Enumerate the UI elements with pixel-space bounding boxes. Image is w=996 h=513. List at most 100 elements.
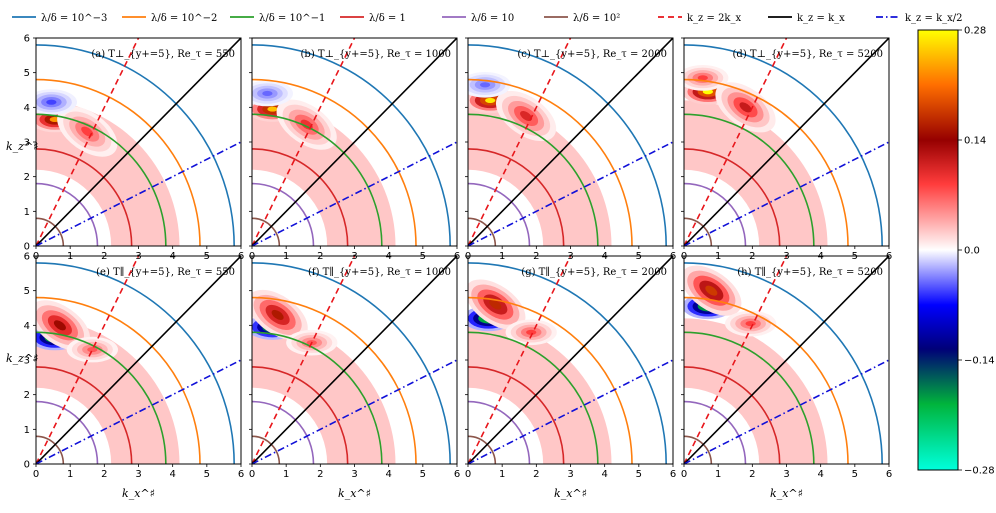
x-tick-label: 6 — [238, 469, 244, 480]
x-tick-label: 2 — [317, 469, 323, 480]
ray-7 — [252, 256, 457, 464]
ray-8 — [468, 141, 673, 246]
y-tick-label: 4 — [24, 321, 30, 332]
x-tick-label: 3 — [567, 469, 573, 480]
legend-label-1: λ/δ = 10^−2 — [151, 13, 217, 24]
contour-blob-2-4 — [262, 90, 273, 97]
x-tick-label: 0 — [465, 469, 471, 480]
ray-7 — [36, 256, 241, 464]
panel-h: 0 1 2 3 4 5 6 k_x^♯ (h) T∥_{y+=5}, Re_τ = 5200 — [681, 255, 892, 500]
y-tick-label: 1 — [24, 207, 30, 218]
panel-plot-area — [684, 256, 889, 464]
legend-label-0: λ/δ = 10^−3 — [41, 13, 107, 24]
contour-blob-1-4 — [739, 102, 752, 113]
legend-label-5: λ/δ = 10² — [573, 13, 620, 24]
x-tick-label: 6 — [670, 469, 676, 480]
x-tick-label: 3 — [783, 469, 789, 480]
y-tick-label: 3 — [24, 138, 30, 149]
x-tick-label: 3 — [135, 469, 141, 480]
panel-plot-area — [468, 256, 673, 464]
contour-blob-2-4 — [46, 99, 57, 105]
contour-blob-0-4 — [485, 97, 496, 103]
x-axis-label: k_x^♯ — [338, 487, 371, 500]
panel-plot-area — [468, 38, 673, 246]
panel-plot-area — [684, 38, 889, 246]
colorbar: 0.28 0.14 0.0 −0.14 −0.28 — [917, 26, 995, 477]
x-tick-label: 3 — [351, 469, 357, 480]
panel-e: 00 1 1 2 2 3 3 4 4 5 5 6 6 k_x^♯ (e) T∥_{y+=5}, Re_τ =… — [24, 252, 245, 501]
ray-6 — [36, 256, 140, 464]
contour-blob-2-4 — [745, 321, 756, 327]
contour-blob-2-4 — [479, 82, 491, 88]
ray-8 — [684, 141, 889, 246]
ray-6 — [252, 38, 356, 246]
x-tick-label: 4 — [817, 469, 823, 480]
x-tick-label: 1 — [499, 469, 505, 480]
panel-label: (c) T⊥_{y+=5}, Re_τ = 2000 — [517, 49, 667, 60]
y-tick-label: 2 — [24, 172, 30, 183]
x-tick-label: 6 — [454, 469, 460, 480]
x-tick-label: 6 — [886, 469, 892, 480]
x-tick-label: 5 — [636, 469, 642, 480]
colorbar-bar — [917, 29, 959, 471]
legend: λ/δ = 10^−3 λ/δ = 10^−2 λ/δ = 10^−1 λ/δ = 1… — [12, 13, 963, 24]
contour-blob-0-4 — [267, 106, 278, 112]
x-tick-label: 4 — [169, 469, 175, 480]
panel-label: (b) T⊥_{y+=5}, Re_τ = 1000 — [301, 49, 451, 60]
ray-8 — [252, 141, 457, 246]
legend-label-4: λ/δ = 10 — [471, 13, 514, 24]
ray-8 — [468, 359, 673, 464]
ray-6 — [252, 256, 356, 464]
panel-plot-area — [36, 38, 241, 246]
legend-label-7: k_z = k_x — [797, 13, 845, 24]
y-tick-label: 5 — [24, 68, 30, 79]
contour-blob-2-4 — [526, 329, 537, 335]
y-axis-label-bottom: k_z^♯ — [6, 352, 39, 365]
contour-blob-1-4 — [271, 309, 284, 320]
ray-6 — [36, 38, 140, 246]
x-tick-label: 2 — [533, 469, 539, 480]
colorbar-tick-label: −0.28 — [964, 466, 995, 477]
panel-plot-area — [252, 38, 457, 246]
contour-blob-2-4 — [87, 347, 98, 353]
contour-blob-1-4 — [520, 110, 533, 122]
x-axis-label: k_x^♯ — [554, 487, 587, 500]
colorbar-tick-label: 0.14 — [964, 136, 986, 147]
panel-plot-area — [252, 256, 457, 464]
x-tick-label: 5 — [852, 469, 858, 480]
ray-6 — [684, 38, 788, 246]
ray-6 — [684, 256, 788, 464]
x-axis-label: k_x^♯ — [122, 487, 155, 500]
ray-6 — [468, 256, 572, 464]
ray-7 — [468, 256, 673, 464]
contour-blob-1-4 — [705, 285, 718, 296]
legend-label-2: λ/δ = 10^−1 — [259, 13, 325, 24]
y-tick-label: 3 — [24, 356, 30, 367]
panel-label: (d) T⊥_{y+=5}, Re_τ = 5200 — [733, 49, 883, 60]
x-tick-label: 4 — [385, 469, 391, 480]
y-tick-label: 0 — [24, 242, 30, 253]
x-tick-label: 1 — [67, 469, 73, 480]
panel-label: (e) T∥_{y+=5}, Re_τ = 550 — [96, 266, 235, 278]
ray-7 — [468, 38, 673, 246]
y-tick-label: 6 — [24, 34, 30, 45]
x-tick-label: 1 — [715, 469, 721, 480]
ray-7 — [252, 38, 457, 246]
legend-label-8: k_z = k_x/2 — [905, 13, 963, 24]
ray-7 — [684, 38, 889, 246]
x-tick-label: 0 — [681, 469, 687, 480]
ray-8 — [252, 359, 457, 464]
x-tick-label: 2 — [749, 469, 755, 480]
x-axis-label: k_x^♯ — [770, 487, 803, 500]
panel-label: (h) T∥_{y+=5}, Re_τ = 5200 — [737, 266, 883, 278]
contour-blob-2-4 — [697, 75, 708, 81]
legend-label-3: λ/δ = 1 — [369, 13, 406, 24]
legend-label-6: k_z = 2k_x — [687, 13, 741, 24]
y-tick-label: 5 — [24, 286, 30, 297]
x-tick-label: 2 — [101, 469, 107, 480]
y-tick-label: 6 — [24, 252, 30, 263]
x-tick-label: 0 — [33, 469, 39, 480]
